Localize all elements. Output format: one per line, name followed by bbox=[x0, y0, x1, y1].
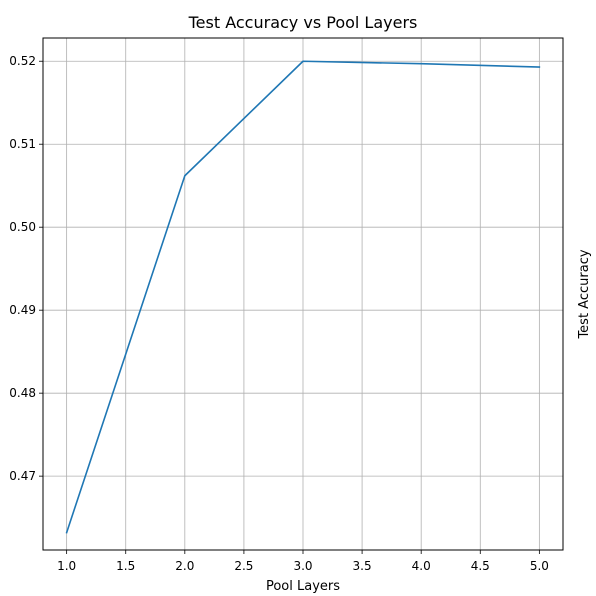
y-tick-label: 0.49 bbox=[9, 303, 36, 317]
y-tick-label: 0.51 bbox=[9, 137, 36, 151]
x-tick-label: 3.5 bbox=[353, 559, 372, 573]
x-tick-label: 1.5 bbox=[116, 559, 135, 573]
x-tick-label: 5.0 bbox=[530, 559, 549, 573]
series-line bbox=[65, 60, 541, 534]
x-axis-ticks: 1.0 1.5 2.0 2.5 3.0 3.5 4.0 4.5 5.0 bbox=[57, 550, 549, 573]
y-tick-label: 0.50 bbox=[9, 220, 36, 234]
y-tick-label: 0.48 bbox=[9, 386, 36, 400]
chart-title: Test Accuracy vs Pool Layers bbox=[188, 13, 418, 32]
x-tick-label: 4.5 bbox=[471, 559, 490, 573]
series-layer bbox=[65, 60, 541, 534]
x-axis-label: Pool Layers bbox=[266, 579, 340, 594]
x-tick-label: 2.5 bbox=[234, 559, 253, 573]
x-tick-label: 4.0 bbox=[412, 559, 431, 573]
x-tick-label: 1.0 bbox=[57, 559, 76, 573]
y-tick-label: 0.52 bbox=[9, 54, 36, 68]
y-axis-ticks: 0.47 0.48 0.49 0.50 0.51 0.52 bbox=[9, 54, 43, 483]
x-tick-label: 3.0 bbox=[293, 559, 312, 573]
x-tick-label: 2.0 bbox=[175, 559, 194, 573]
grid-layer bbox=[43, 38, 563, 550]
y-tick-label: 0.47 bbox=[9, 469, 36, 483]
y-axis-label: Test Accuracy bbox=[577, 249, 592, 339]
